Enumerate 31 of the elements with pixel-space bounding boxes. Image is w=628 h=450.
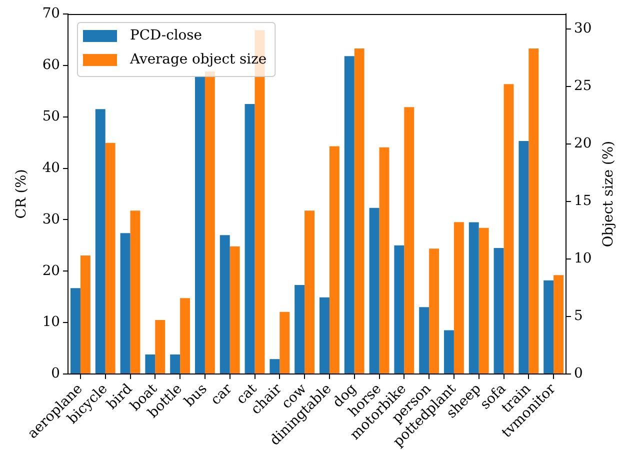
bar [404, 107, 414, 374]
y-tick-label: 60 [42, 57, 60, 74]
y-tick-label: 10 [42, 314, 60, 330]
bar [329, 146, 340, 374]
y-axis-title: CR (%) [14, 169, 30, 219]
bar [280, 312, 290, 374]
y-tick-label: 50 [42, 108, 60, 124]
y2-tick-label: 15 [574, 193, 592, 210]
x-tick-label: car [208, 380, 236, 408]
bar [180, 298, 190, 374]
bar [504, 84, 514, 374]
bar [444, 330, 454, 374]
y2-tick-label: 10 [574, 250, 592, 267]
legend-label: Average object size [129, 52, 267, 68]
y-tick-label: 40 [42, 160, 60, 176]
y2-axis-title: Object size (%) [600, 140, 617, 248]
bar [270, 359, 280, 374]
legend-label: PCD-close [130, 28, 202, 44]
bar [170, 354, 180, 374]
y-tick-label: 20 [42, 262, 60, 279]
y2-tick-label: 0 [574, 366, 583, 382]
y-tick-label: 70 [42, 6, 60, 22]
y2-tick-label: 20 [574, 136, 592, 152]
y-tick-label: 0 [51, 366, 60, 382]
bar [454, 222, 464, 374]
x-tick-label: bus [181, 380, 210, 410]
bar [155, 320, 166, 374]
y2-tick-label: 25 [574, 78, 592, 94]
y-tick-label: 30 [42, 211, 60, 228]
y2-tick-label: 5 [574, 308, 583, 324]
y2-tick-label: 30 [574, 20, 592, 37]
